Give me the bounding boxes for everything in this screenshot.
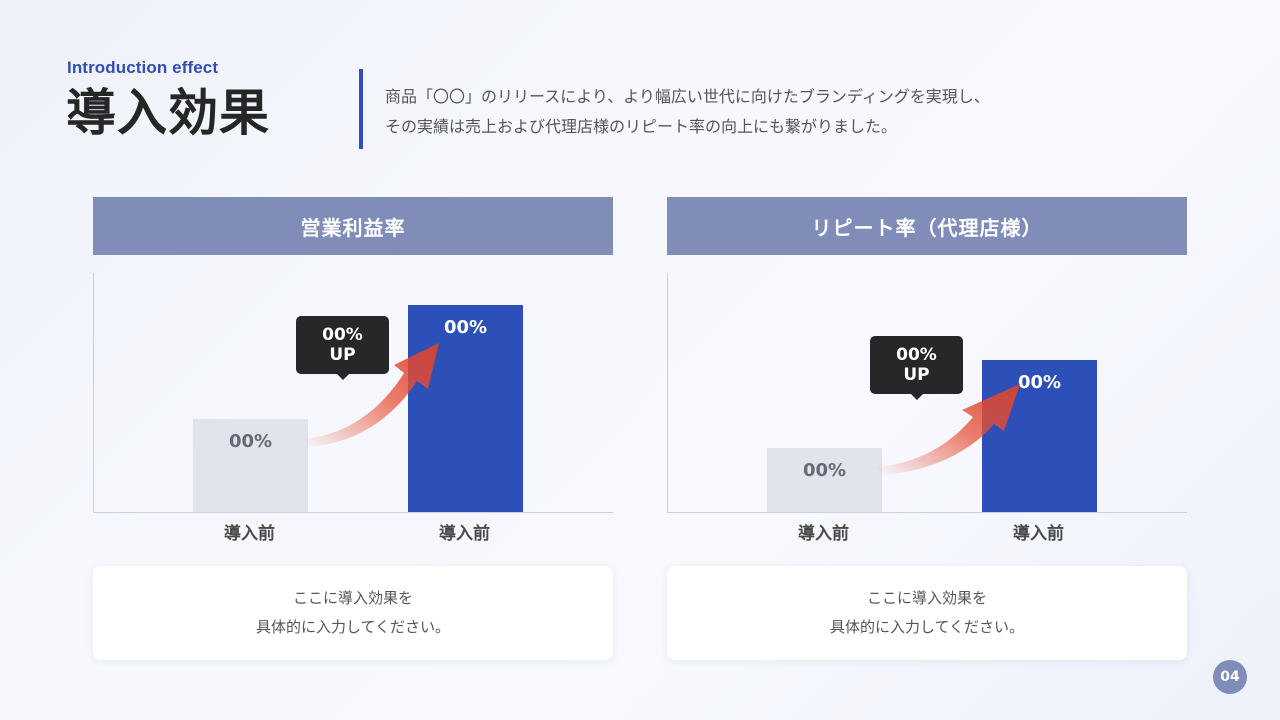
panel-title: 営業利益率 [93,197,613,255]
growth-callout: 00% UP [296,316,389,380]
lead-text: 商品「〇〇」のリリースにより、より幅広い世代に向けたブランディングを実現し、 そ… [385,82,990,142]
page-title: 導入効果 [66,84,270,142]
callout-value: 00% [322,325,363,345]
x-label-after: 導入前 [439,524,490,544]
bar-value-label: 00% [1017,372,1062,393]
callout-up: UP [329,345,356,365]
description-line-2: 具体的に入力してください。 [829,618,1025,636]
page-number-badge: 04 [1213,660,1247,694]
bar-before: 00% [193,419,308,512]
callout-value: 00% [896,345,937,365]
x-label-before: 導入前 [224,524,275,544]
lead-line-2: その実績は売上および代理店様のリピート率の向上にも繋がりました。 [385,117,898,136]
lead-line-1: 商品「〇〇」のリリースにより、より幅広い世代に向けたブランディングを実現し、 [385,87,990,106]
growth-callout: 00% UP [870,336,963,400]
description-card: ここに導入効果を 具体的に入力してください。 [93,566,613,660]
bar-before: 00% [767,448,882,512]
description-card: ここに導入効果を 具体的に入力してください。 [667,566,1187,660]
bar-value-label: 00% [802,460,847,481]
description-line-1: ここに導入効果を [292,589,413,607]
x-axis-labels: 導入前 導入前 [667,519,1187,544]
callout-up: UP [903,365,930,385]
bar-after: 00% [982,360,1097,512]
bar-value-label: 00% [228,431,273,452]
x-label-after: 導入前 [1013,524,1064,544]
bar-value-label: 00% [443,317,488,338]
x-label-before: 導入前 [798,524,849,544]
bar-after: 00% [408,305,523,512]
chart-panel-operating-margin: 営業利益率 00% 00% 00% UP 導入前 導入前 ここに導入効果を [93,197,613,662]
lead-accent-bar [359,69,363,149]
panel-title: リピート率（代理店様） [667,197,1187,255]
subtitle-en: Introduction effect [67,58,219,77]
growth-arrow-icon [304,343,439,447]
description-line-2: 具体的に入力してください。 [255,618,451,636]
bar-chart: 00% 00% 00% UP [93,273,613,513]
bar-chart: 00% 00% 00% UP [667,273,1187,513]
chart-panel-repeat-rate: リピート率（代理店様） 00% 00% 00% UP 導入前 導入前 ここ [667,197,1187,662]
description-line-1: ここに導入効果を [866,589,987,607]
x-axis-labels: 導入前 導入前 [93,519,613,544]
